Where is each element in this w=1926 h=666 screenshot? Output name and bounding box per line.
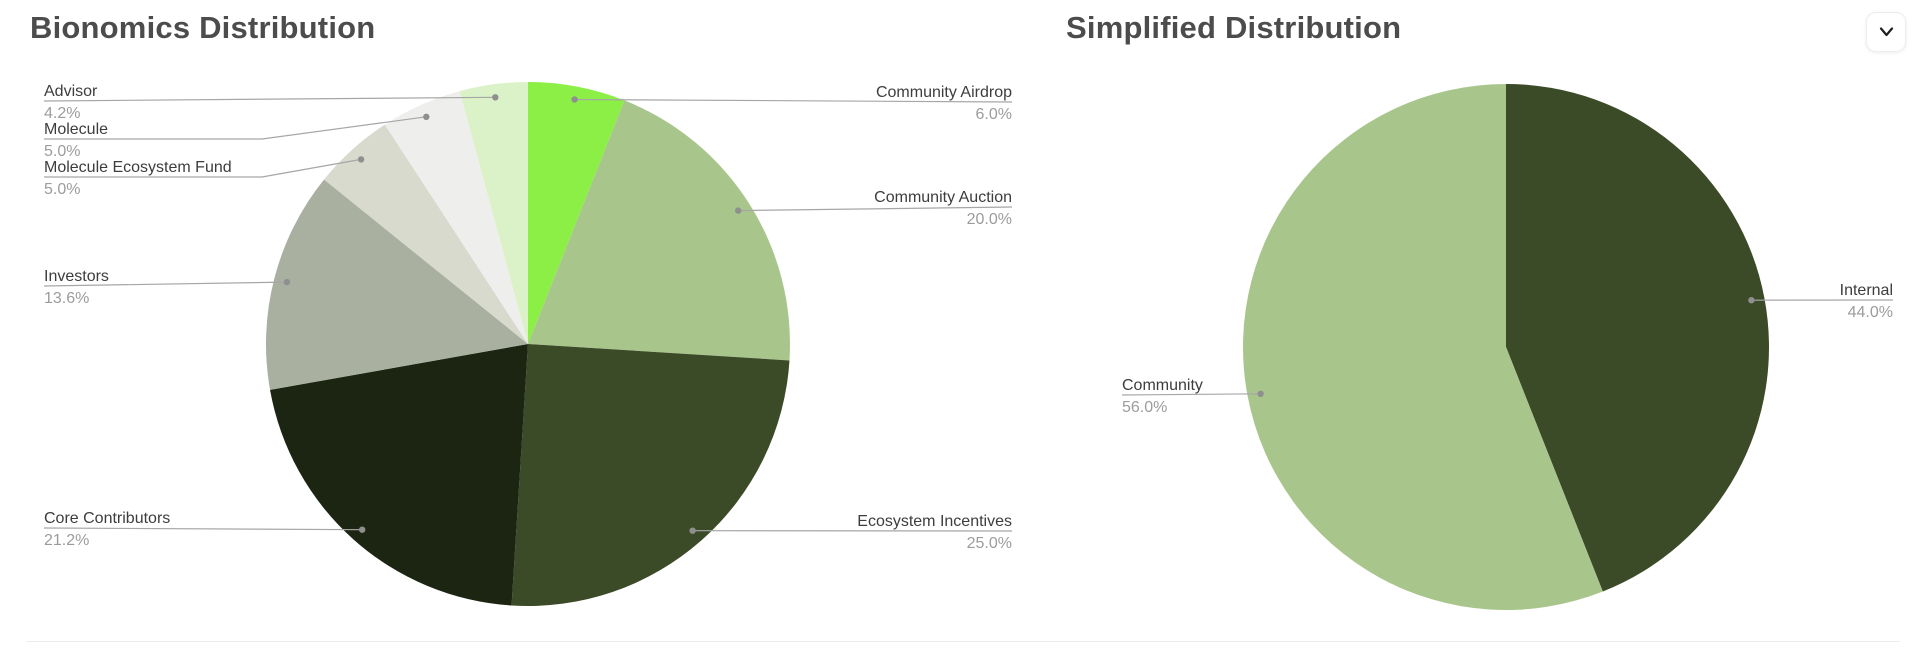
slice-label-name: Ecosystem Incentives <box>857 513 1012 530</box>
pie-slice-molecule[interactable] <box>384 91 528 344</box>
leader-dot-advisor <box>492 94 499 101</box>
leader-line-advisor <box>43 96 496 102</box>
slice-label-value: 4.2% <box>44 105 81 122</box>
slice-label-name: Core Contributors <box>44 510 171 527</box>
slice-label-molecule: Molecule 5.0% <box>44 121 108 160</box>
slice-label-value: 6.0% <box>975 106 1012 123</box>
leader-dot-community <box>1257 390 1264 397</box>
chevron-down-icon <box>1879 27 1893 37</box>
slice-label-community-airdrop: Community Airdrop 6.0% <box>876 84 1012 123</box>
slice-label-name: Investors <box>44 268 109 285</box>
slice-label-ecosystem-incentives: Ecosystem Incentives 25.0% <box>857 513 1012 552</box>
collapse-panel-button[interactable] <box>1866 12 1906 52</box>
slice-label-community-auction: Community Auction 20.0% <box>874 189 1012 228</box>
slice-label-molecule-ecosystem-fund: Molecule Ecosystem Fund 5.0% <box>44 159 232 198</box>
pie-slice-community-auction[interactable] <box>528 100 790 361</box>
slice-label-name: Community <box>1122 377 1203 394</box>
leader-line-community-auction <box>738 206 1013 212</box>
slice-label-investors: Investors 13.6% <box>44 268 109 307</box>
slice-label-core-contributors: Core Contributors 21.2% <box>44 510 170 549</box>
leader-dot-investors <box>283 278 291 286</box>
pie-slice-molecule-ecosystem-fund[interactable] <box>324 124 528 344</box>
slice-label-name: Molecule <box>44 121 109 138</box>
slice-label-name: Advisor <box>44 83 98 100</box>
pie-slice-internal[interactable] <box>1506 84 1770 592</box>
slice-label-value: 21.2% <box>44 532 90 549</box>
leader-dot-molecule <box>423 113 430 121</box>
leader-dot-community-auction <box>735 207 742 214</box>
slice-label-value: 5.0% <box>44 181 81 198</box>
slice-label-value: 25.0% <box>966 535 1012 552</box>
leader-line-community <box>1121 393 1261 396</box>
leader-line-core-contributors <box>43 527 363 531</box>
slice-label-community: Community 56.0% <box>1122 377 1203 416</box>
leader-dot-molecule-ecosystem-fund <box>357 156 365 163</box>
pie-slice-ecosystem-incentives[interactable] <box>511 344 790 606</box>
pie-slice-community-airdrop[interactable] <box>528 82 625 344</box>
pie-slice-advisor[interactable] <box>459 82 528 344</box>
leader-dot-ecosystem-incentives <box>689 527 696 534</box>
slice-label-name: Community Airdrop <box>875 84 1012 101</box>
slice-label-advisor: Advisor 4.2% <box>44 83 97 122</box>
leader-line-molecule-ecosystem-fund <box>44 158 362 178</box>
leader-line-community-airdrop <box>574 98 1013 103</box>
slice-label-name: Community Auction <box>874 189 1012 206</box>
leader-dot-internal <box>1748 297 1755 304</box>
slice-label-value: 13.6% <box>44 290 90 307</box>
bionomics-chart-title: Bionomics Distribution <box>30 10 376 45</box>
panel-divider <box>26 641 1900 642</box>
slice-label-value: 44.0% <box>1847 304 1893 321</box>
slice-label-value: 56.0% <box>1122 399 1168 416</box>
leader-dot-core-contributors <box>359 526 366 533</box>
slice-label-value: 5.0% <box>44 143 81 160</box>
leader-dot-community-airdrop <box>571 96 578 103</box>
pie-slice-investors[interactable] <box>265 179 528 390</box>
simplified-chart-title: Simplified Distribution <box>1066 10 1402 45</box>
pie-slice-core-contributors[interactable] <box>270 344 528 606</box>
slice-label-name: Internal <box>1839 282 1893 299</box>
leader-line-molecule <box>44 116 427 140</box>
slice-label-value: 20.0% <box>966 211 1012 228</box>
pie-slice-community[interactable] <box>1243 84 1603 610</box>
slice-label-name: Molecule Ecosystem Fund <box>44 159 232 176</box>
leader-line-investors <box>43 281 287 287</box>
slice-label-internal: Internal 44.0% <box>1840 282 1893 321</box>
